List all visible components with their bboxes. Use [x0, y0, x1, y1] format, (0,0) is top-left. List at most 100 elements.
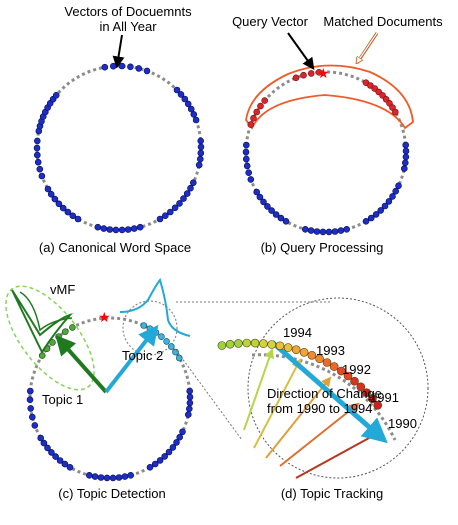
document-dot	[162, 212, 169, 219]
document-dot	[112, 226, 120, 234]
panel-a-document-dots	[33, 62, 205, 234]
document-dot	[121, 473, 129, 480]
topic-1-label: Topic 1	[42, 392, 83, 407]
document-dot	[264, 203, 271, 210]
year-arrow	[279, 402, 360, 467]
document-dot	[177, 91, 185, 98]
matched-documents-arrow-inner	[358, 32, 378, 61]
document-dot	[400, 165, 408, 172]
vmf-curve-peak	[19, 291, 73, 332]
document-dot	[156, 215, 164, 223]
document-dot	[171, 204, 179, 212]
document-dot	[163, 338, 170, 345]
panel-a: Vectors of Docuemnts in All Year (a) Can…	[33, 4, 205, 255]
vmf-label: vMF	[50, 282, 75, 297]
document-dot	[291, 345, 301, 355]
document-dot	[64, 208, 72, 216]
document-dot	[44, 185, 52, 193]
document-dot	[402, 147, 410, 155]
document-dot	[55, 200, 63, 208]
document-dot	[261, 97, 269, 104]
panel-a-annotation-arrow	[112, 34, 125, 69]
document-dot	[31, 422, 39, 429]
panel-c-caption: (c) Topic Detection	[58, 486, 165, 501]
document-dot	[307, 70, 315, 77]
document-dot	[52, 453, 59, 460]
document-dot	[146, 463, 154, 471]
document-dot	[135, 65, 143, 72]
document-dot	[299, 347, 309, 357]
document-dot	[186, 405, 193, 413]
document-dot	[56, 457, 64, 464]
document-dot	[256, 193, 264, 201]
query-vector-arrow	[287, 32, 315, 70]
document-dot	[402, 153, 410, 161]
document-dot	[300, 71, 307, 79]
document-dot	[277, 214, 285, 222]
document-dot	[391, 108, 399, 116]
panel-b: ★ Query Vector Matched Documents (b) Que…	[232, 14, 443, 255]
panel-d-zoom-circle	[247, 297, 429, 479]
document-dot	[127, 63, 134, 71]
document-dot	[282, 218, 290, 225]
document-dot	[315, 69, 323, 76]
document-dot	[176, 200, 183, 207]
query-vector-star: ★	[317, 65, 330, 81]
panel-a-caption: (a) Canonical Word Space	[39, 240, 191, 255]
document-dot	[197, 143, 205, 151]
document-dot	[322, 358, 332, 367]
document-dot	[243, 141, 250, 149]
direction-of-change-line1: Direction of Change	[267, 386, 382, 401]
year-label-1990: 1990	[388, 416, 417, 431]
document-dot	[69, 212, 77, 220]
document-dot	[183, 190, 191, 197]
document-dot	[350, 376, 359, 386]
document-dot	[301, 226, 309, 233]
matched-documents-label: Matched Documents	[323, 14, 443, 29]
document-dot	[156, 457, 164, 464]
document-dot	[48, 449, 55, 456]
document-dot	[257, 102, 264, 110]
document-dot	[372, 211, 380, 218]
document-dot	[225, 339, 235, 349]
document-dot	[101, 63, 109, 71]
document-dot	[343, 226, 351, 233]
document-dot	[176, 433, 183, 441]
topic-star: ★	[98, 309, 111, 325]
document-dot	[187, 184, 194, 192]
document-dot	[100, 225, 108, 232]
document-dot	[260, 198, 267, 206]
document-dot	[190, 179, 197, 186]
document-dot	[343, 371, 353, 381]
document-dot	[245, 169, 252, 176]
document-dot	[307, 227, 315, 234]
document-dot	[52, 92, 60, 99]
document-dot	[253, 188, 261, 196]
document-dot	[37, 434, 45, 442]
query-vector-label: Query Vector	[232, 14, 309, 29]
document-dot	[192, 116, 200, 124]
document-dot	[197, 137, 204, 145]
year-arrow	[253, 358, 301, 449]
document-dot	[33, 137, 41, 145]
document-dot	[173, 439, 180, 446]
document-dot	[33, 144, 41, 152]
document-dot	[158, 333, 165, 341]
document-dot	[103, 474, 111, 482]
document-dot	[242, 338, 252, 348]
panel-d-year-dots	[217, 338, 383, 410]
document-dot	[169, 444, 177, 451]
document-dot	[186, 393, 194, 401]
topic-2-label: Topic 2	[122, 348, 163, 363]
document-dot	[168, 343, 175, 350]
document-dot	[94, 223, 102, 231]
document-dot	[336, 366, 346, 376]
document-dot	[181, 95, 189, 103]
document-dot	[197, 155, 204, 163]
document-dot	[127, 471, 134, 479]
document-dot	[292, 74, 300, 82]
document-dot	[313, 228, 321, 235]
panel-b-caption: (b) Query Processing	[261, 240, 384, 255]
document-dot	[136, 223, 144, 231]
